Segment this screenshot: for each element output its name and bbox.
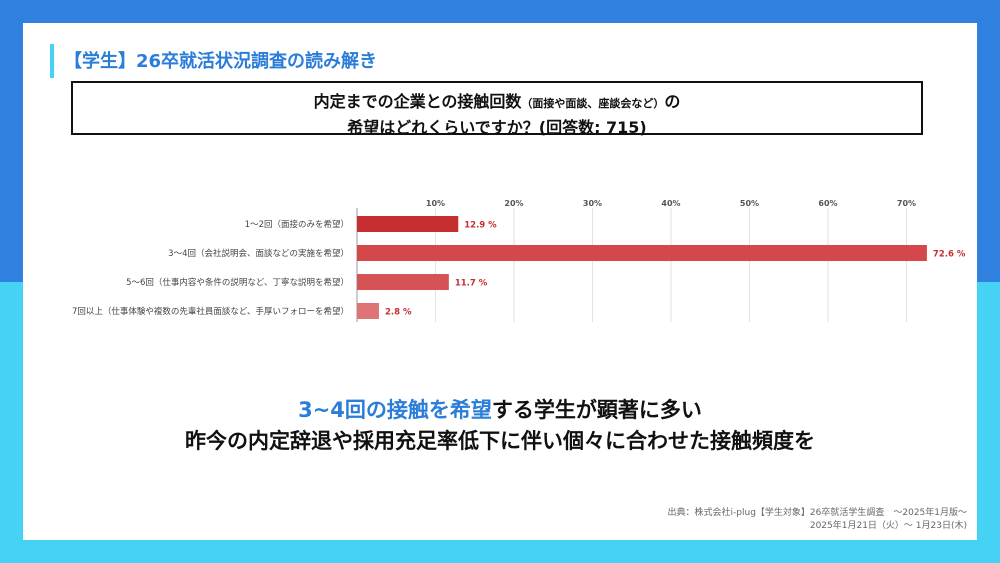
source-line2: 2025年1月21日（火）〜 1月23日(木) xyxy=(809,521,967,531)
bar xyxy=(357,216,459,232)
conclusion-highlight: 3~4回の接触を希望 xyxy=(298,398,492,422)
value-label: 2.8 % xyxy=(385,308,412,318)
conclusion-rest: する学生が顕著に多い xyxy=(491,398,702,422)
question-box: 内定までの企業との接触回数（面接や面談、座談会など）の 希望はどれくらいですか？… xyxy=(71,81,923,137)
bar xyxy=(357,274,449,290)
x-tick-label: 70% xyxy=(897,199,916,208)
x-tick-label: 40% xyxy=(661,199,680,208)
x-tick-label: 60% xyxy=(818,199,837,208)
question-main: 内定までの企業との接触回数 xyxy=(313,92,522,111)
slide-title: 【学生】26卒就活状況調査の読み解き xyxy=(64,51,378,72)
x-tick-label: 30% xyxy=(583,199,602,208)
question-small-note: （面接や面談、座談会など） xyxy=(521,97,665,110)
value-label: 72.6 % xyxy=(933,250,966,260)
title-accent-bar xyxy=(50,44,54,78)
value-label: 12.9 % xyxy=(464,221,497,231)
x-tick-label: 20% xyxy=(504,199,523,208)
category-label: 7回以上（仕事体験や複数の先輩社員面談など、手厚いフォローを希望） xyxy=(72,306,349,317)
conclusion-line1: 3~4回の接触を希望する学生が顕著に多い xyxy=(0,394,1000,424)
question-tail: の xyxy=(664,92,681,111)
question-line1: 内定までの企業との接触回数（面接や面談、座談会など）の xyxy=(73,88,921,112)
x-tick-label: 50% xyxy=(740,199,759,208)
x-tick-label: 10% xyxy=(426,199,445,208)
category-label: 5〜6回（仕事内容や条件の説明など、丁寧な説明を希望） xyxy=(126,277,349,288)
category-label: 1〜2回（面接のみを希望） xyxy=(245,219,349,230)
source-line1: 出典：株式会社i-plug【学生対象】26卒就活学生調査 〜2025年1月版〜 xyxy=(667,508,967,518)
category-label: 3〜4回（会社説明会、面談などの実施を希望） xyxy=(168,248,349,259)
conclusion-line2: 昨今の内定辞退や採用充足率低下に伴い個々に合わせた接触頻度を xyxy=(185,429,815,453)
bar xyxy=(357,303,379,319)
value-label: 11.7 % xyxy=(455,279,488,289)
source-note: 出典：株式会社i-plug【学生対象】26卒就活学生調査 〜2025年1月版〜 … xyxy=(668,507,967,533)
bar xyxy=(357,245,927,261)
question-line2: 希望はどれくらいですか？(回答数: 715) xyxy=(347,118,647,137)
